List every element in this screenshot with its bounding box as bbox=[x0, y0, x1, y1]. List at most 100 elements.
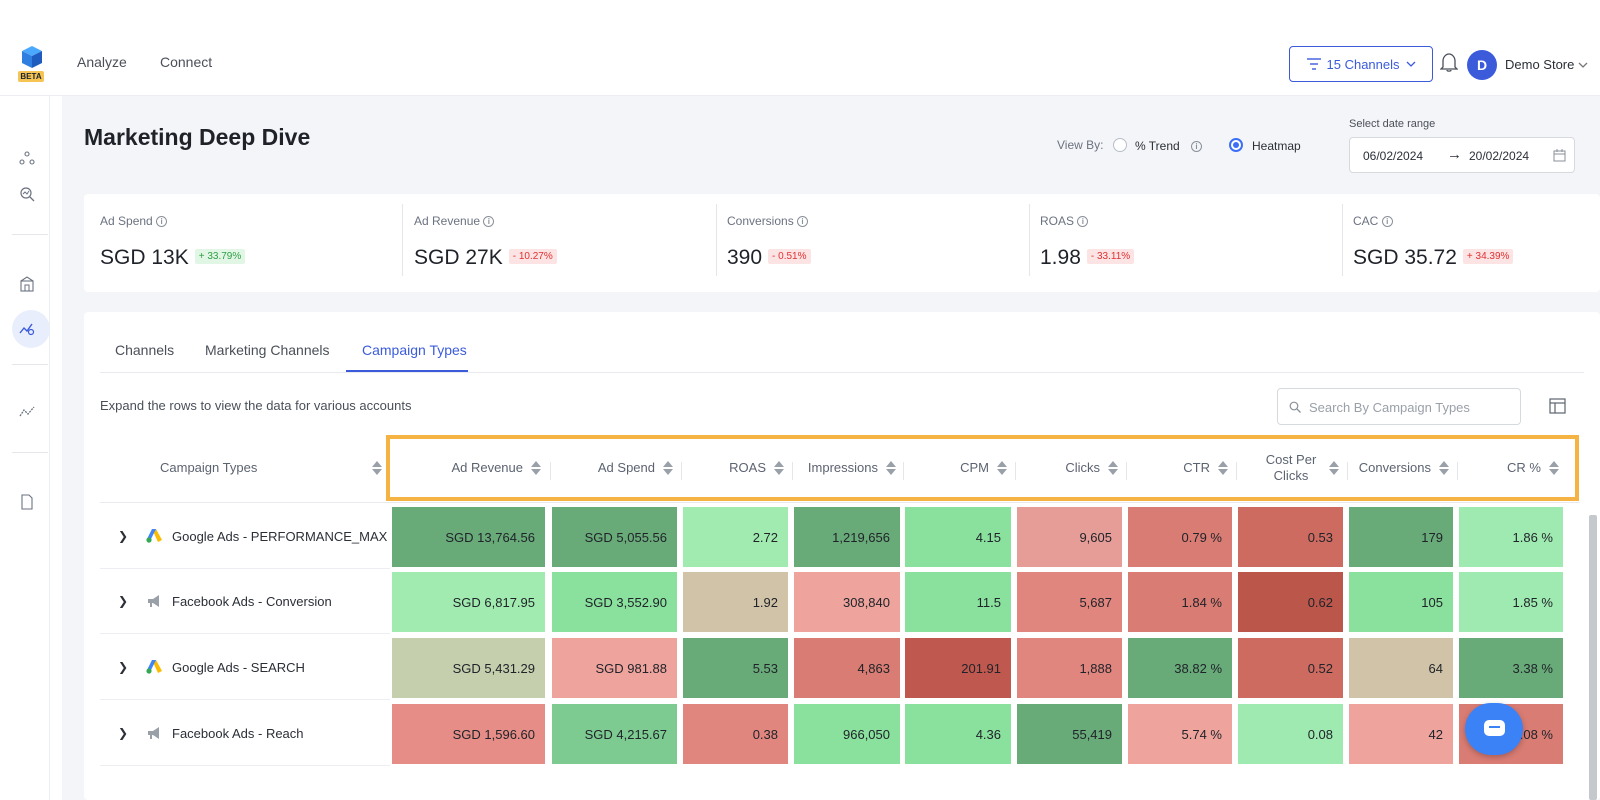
filter-icon bbox=[1306, 58, 1321, 70]
heatmap-cell: 5,687 bbox=[1017, 572, 1122, 632]
channels-filter-label: 15 Channels bbox=[1326, 56, 1400, 72]
column-header-ad-spend[interactable]: Ad Spend bbox=[552, 435, 673, 501]
kpi-value: SGD 27K - 10.27% bbox=[414, 246, 557, 270]
info-icon[interactable]: i bbox=[483, 216, 495, 228]
column-header-cr[interactable]: CR % bbox=[1459, 435, 1559, 501]
kpi-label: Ad Revenue i bbox=[414, 214, 495, 228]
trend-radio[interactable] bbox=[1113, 138, 1127, 152]
heatmap-cell: SGD 5,431.29 bbox=[392, 638, 545, 698]
arrow-right-icon: → bbox=[1447, 146, 1462, 163]
highlight-annotation-box bbox=[386, 435, 1579, 501]
info-icon[interactable]: i bbox=[1077, 216, 1089, 228]
store-building-icon[interactable] bbox=[19, 276, 35, 292]
channels-filter-button[interactable]: 15 Channels bbox=[1289, 46, 1433, 82]
heatmap-cell: 0.62 bbox=[1238, 572, 1343, 632]
sort-icon[interactable] bbox=[997, 459, 1007, 477]
table-row[interactable]: ❯ Facebook Ads - Conversion bbox=[118, 571, 332, 631]
search-icon bbox=[1289, 401, 1301, 413]
row-label: Facebook Ads - Conversion bbox=[172, 593, 332, 609]
info-icon[interactable]: i bbox=[797, 216, 809, 228]
document-icon[interactable] bbox=[19, 494, 35, 510]
chat-bubble-icon bbox=[1484, 720, 1505, 736]
view-by-label: View By: bbox=[1057, 138, 1104, 152]
chat-support-button[interactable] bbox=[1465, 703, 1523, 755]
expand-chevron-icon[interactable]: ❯ bbox=[118, 529, 129, 543]
sort-icon[interactable] bbox=[1329, 459, 1339, 477]
column-header-label: Campaign Types bbox=[160, 460, 258, 475]
heatmap-cell: 3.38 % bbox=[1459, 638, 1563, 698]
sort-icon[interactable] bbox=[1218, 459, 1228, 477]
heatmap-cell: 1.86 % bbox=[1459, 507, 1563, 567]
column-header-ctr[interactable]: CTR bbox=[1128, 435, 1228, 501]
column-header-roas[interactable]: ROAS bbox=[683, 435, 784, 501]
trend-radio-label[interactable]: % Trend bbox=[1135, 139, 1180, 153]
table-row[interactable]: ❯ Google Ads - SEARCH bbox=[118, 637, 305, 697]
column-header-label: CPM bbox=[960, 460, 989, 475]
expand-chevron-icon[interactable]: ❯ bbox=[118, 594, 129, 608]
tab-campaign-types[interactable]: Campaign Types bbox=[362, 342, 467, 358]
heatmap-radio[interactable] bbox=[1229, 138, 1243, 152]
nav-connect[interactable]: Connect bbox=[160, 54, 213, 70]
column-header-ad-revenue[interactable]: Ad Revenue bbox=[392, 435, 541, 501]
kpi-change-badge: + 34.39% bbox=[1462, 248, 1514, 264]
row-divider bbox=[100, 765, 390, 766]
heatmap-cell: SGD 1,596.60 bbox=[392, 704, 545, 764]
column-header-campaign-types[interactable]: Campaign Types bbox=[160, 435, 382, 501]
sidebar-divider bbox=[12, 364, 48, 365]
heatmap-cell: 1.92 bbox=[683, 572, 788, 632]
expand-chevron-icon[interactable]: ❯ bbox=[118, 726, 129, 740]
table-row[interactable]: ❯ Google Ads - PERFORMANCE_MAX bbox=[118, 506, 387, 566]
nav-analyze[interactable]: Analyze bbox=[77, 54, 127, 70]
store-chevron-down-icon[interactable] bbox=[1578, 62, 1588, 68]
tab-marketing-channels[interactable]: Marketing Channels bbox=[205, 342, 330, 358]
column-header-impressions[interactable]: Impressions bbox=[794, 435, 896, 501]
sort-icon[interactable] bbox=[1108, 459, 1118, 477]
sort-icon[interactable] bbox=[663, 459, 673, 477]
sort-icon[interactable] bbox=[886, 459, 896, 477]
column-header-label: CTR bbox=[1183, 460, 1210, 475]
date-range-picker[interactable]: 06/02/2024 → 20/02/2024 bbox=[1349, 137, 1575, 173]
campaign-search-input[interactable]: Search By Campaign Types bbox=[1277, 388, 1521, 425]
sort-icon[interactable] bbox=[1439, 459, 1449, 477]
sort-icon[interactable] bbox=[531, 459, 541, 477]
nodes-icon[interactable] bbox=[19, 150, 35, 166]
app-logo[interactable]: BETA bbox=[18, 46, 44, 86]
column-layout-icon[interactable] bbox=[1549, 398, 1566, 414]
sidebar bbox=[0, 96, 50, 800]
heatmap-radio-label[interactable]: Heatmap bbox=[1252, 139, 1301, 153]
column-header-label: Ad Revenue bbox=[451, 460, 523, 475]
heatmap-cell: 1.84 % bbox=[1128, 572, 1232, 632]
line-chart-icon[interactable] bbox=[19, 404, 35, 420]
sort-icon[interactable] bbox=[774, 459, 784, 477]
column-header-cpm[interactable]: CPM bbox=[905, 435, 1007, 501]
tab-channels[interactable]: Channels bbox=[115, 342, 175, 358]
row-label: Google Ads - PERFORMANCE_MAX bbox=[172, 528, 388, 544]
column-header-label: Conversions bbox=[1358, 460, 1431, 475]
column-header-label: CR % bbox=[1507, 460, 1541, 475]
heatmap-cell: 64 bbox=[1349, 638, 1453, 698]
search-analytics-icon[interactable] bbox=[19, 186, 35, 202]
info-icon[interactable]: i bbox=[1381, 216, 1393, 228]
heatmap-cell: 42 bbox=[1349, 704, 1453, 764]
column-header-conversions[interactable]: Conversions bbox=[1349, 435, 1449, 501]
column-header-clicks[interactable]: Clicks bbox=[1017, 435, 1118, 501]
store-name[interactable]: Demo Store bbox=[1505, 57, 1575, 72]
kpi-label: CAC i bbox=[1353, 214, 1393, 228]
date-to: 20/02/2024 bbox=[1469, 149, 1530, 163]
sort-icon[interactable] bbox=[1549, 459, 1559, 477]
bell-icon[interactable] bbox=[1440, 52, 1458, 72]
column-separator bbox=[1015, 462, 1016, 480]
kpi-divider bbox=[1342, 204, 1343, 276]
column-header-cost-per-clicks[interactable]: Cost Per Clicks bbox=[1238, 435, 1339, 501]
info-icon[interactable]: i bbox=[156, 216, 168, 228]
table-row[interactable]: ❯ Facebook Ads - Reach bbox=[118, 703, 304, 763]
vertical-scrollbar[interactable] bbox=[1589, 515, 1597, 800]
trend-analysis-icon[interactable] bbox=[19, 321, 35, 337]
sort-icon[interactable] bbox=[372, 459, 382, 477]
heatmap-cell: 9,605 bbox=[1017, 507, 1122, 567]
expand-chevron-icon[interactable]: ❯ bbox=[118, 660, 129, 674]
megaphone-icon bbox=[148, 595, 159, 607]
info-icon[interactable]: i bbox=[1191, 141, 1202, 152]
avatar[interactable]: D bbox=[1467, 50, 1497, 80]
kpi-change-badge: - 0.51% bbox=[768, 248, 811, 264]
